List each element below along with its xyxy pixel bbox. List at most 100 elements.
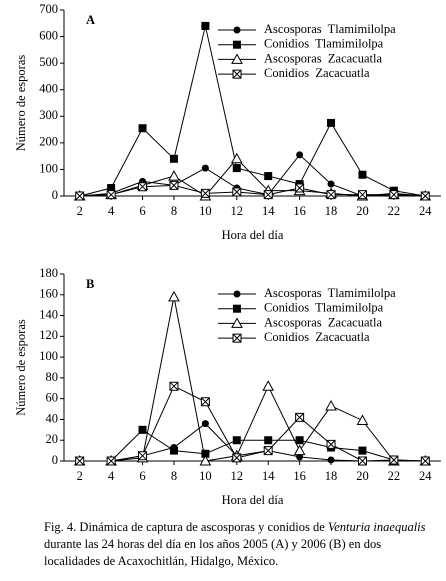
legend-label: Conidios Tlamimilolpa (264, 37, 384, 51)
point (295, 412, 305, 422)
point (389, 455, 399, 465)
legend-marker (232, 333, 242, 343)
x-tick-label: 20 (356, 469, 369, 483)
series-line (79, 422, 426, 462)
point (357, 456, 367, 466)
legend-label: Conidios Tlamimilolpa (264, 301, 384, 315)
point (326, 190, 336, 200)
series-line (79, 25, 426, 197)
series-line (79, 429, 426, 462)
point (75, 191, 85, 201)
legend-label: Conidios Zacacuatla (264, 330, 370, 344)
legend-label: Ascosporas Zacacuatla (264, 51, 382, 65)
series-line (79, 296, 426, 462)
legend-label: Conidios Zacacuatla (264, 66, 370, 80)
y-tick-label: 500 (39, 55, 58, 69)
x-tick-label: 12 (231, 469, 244, 483)
point (356, 414, 369, 425)
y-tick-label: 0 (52, 453, 58, 467)
x-tick-label: 10 (199, 469, 212, 483)
point (169, 154, 178, 163)
legend-marker (233, 290, 241, 298)
x-tick-label: 2 (77, 204, 83, 218)
x-tick-label: 6 (139, 469, 145, 483)
legend-marker (232, 69, 242, 79)
point (232, 187, 242, 197)
point (169, 446, 178, 455)
point (230, 152, 243, 164)
y-tick-label: 120 (39, 328, 58, 342)
point (201, 449, 210, 458)
legend-label: Ascosporas Tlamimilolpa (264, 22, 396, 36)
x-tick-label: 8 (171, 469, 177, 483)
y-axis-label: Número de esporas (14, 319, 28, 416)
point (295, 183, 305, 193)
point (168, 170, 180, 181)
x-tick-label: 18 (325, 204, 338, 218)
series-line (79, 184, 426, 197)
legend-marker (233, 304, 241, 313)
x-tick-label: 24 (419, 204, 432, 218)
caption-text: Fig. 4. Dinámica de captura de ascospora… (44, 520, 328, 534)
x-tick-label: 8 (171, 204, 177, 218)
point (293, 444, 306, 456)
y-tick-label: 60 (46, 391, 59, 405)
point (420, 456, 430, 466)
caption: Fig. 4. Dinámica de captura de ascospora… (44, 519, 436, 570)
point (200, 397, 210, 407)
y-axis-label: Número de esporas (14, 55, 28, 152)
point (199, 454, 212, 466)
point (357, 190, 367, 200)
point (107, 184, 116, 193)
point (296, 151, 304, 159)
point (200, 188, 210, 198)
x-tick-label: 14 (262, 469, 275, 483)
x-tick-label: 14 (262, 204, 275, 218)
point (420, 191, 430, 201)
series-line (79, 158, 426, 197)
x-tick-label: 22 (388, 204, 401, 218)
point (326, 439, 336, 449)
point (389, 190, 399, 200)
y-tick-label: 400 (39, 82, 58, 96)
x-tick-label: 22 (388, 469, 401, 483)
point (75, 456, 85, 466)
point (138, 124, 147, 133)
legend-marker (233, 40, 241, 49)
y-tick-label: 80 (46, 370, 59, 384)
point (358, 446, 367, 455)
legend-marker (231, 53, 243, 64)
legend-marker (233, 26, 241, 34)
legend-label: Ascosporas Zacacuatla (264, 315, 382, 329)
point (138, 451, 148, 461)
panel-label: A (86, 13, 95, 27)
point (327, 118, 336, 127)
point (295, 436, 304, 445)
x-tick-label: 2 (77, 469, 83, 483)
point (232, 164, 241, 173)
point (169, 381, 179, 391)
legend-label: Ascosporas Tlamimilolpa (264, 286, 396, 300)
y-tick-label: 180 (39, 266, 58, 280)
point (232, 436, 241, 445)
point (263, 446, 273, 456)
y-tick-label: 160 (39, 287, 58, 301)
x-tick-label: 16 (293, 204, 306, 218)
x-tick-label: 10 (199, 204, 212, 218)
y-tick-label: 200 (39, 135, 58, 149)
y-tick-label: 300 (39, 108, 58, 122)
x-tick-label: 4 (108, 469, 115, 483)
point (264, 172, 273, 181)
point (327, 180, 335, 188)
caption-species: Venturia inaequalis (327, 520, 426, 534)
y-tick-label: 0 (52, 188, 58, 202)
x-axis-label: Hora del día (222, 228, 284, 242)
y-tick-label: 600 (39, 28, 58, 42)
x-tick-label: 12 (231, 204, 244, 218)
point (327, 456, 335, 464)
point (106, 456, 116, 466)
point (201, 420, 209, 428)
point (232, 453, 242, 463)
legend-marker (231, 317, 243, 328)
